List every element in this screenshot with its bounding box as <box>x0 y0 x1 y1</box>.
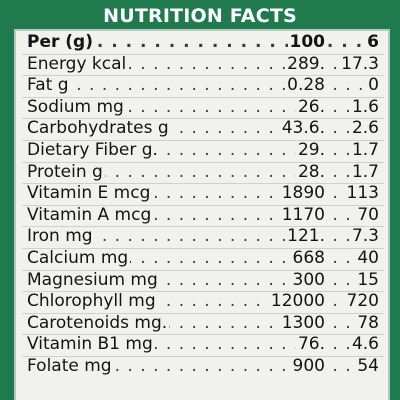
nutrition-row: . . . . . . . . . . . . . . . . . . . . … <box>25 204 381 226</box>
nutrient-label: Fat g <box>25 75 71 97</box>
row-divider <box>22 96 384 98</box>
value-per-100: 76. <box>295 334 327 356</box>
nutrition-row: . . . . . . . . . . . . . . . . . . . . … <box>25 161 381 183</box>
value-per-6: 15 <box>355 269 381 291</box>
value-per-6: 6 <box>365 32 381 53</box>
value-per-6: 113 <box>344 183 381 205</box>
value-per-100: 1300 <box>279 312 327 334</box>
nutrient-label: Energy kcal <box>25 53 129 75</box>
nutrient-label: Dietary Fiber g. <box>25 140 160 161</box>
nutrition-row: . . . . . . . . . . . . . . . . . . . . … <box>25 356 381 377</box>
nutrient-label: Magnesium mg <box>25 269 160 291</box>
value-per-6: 2.6 <box>349 118 381 140</box>
row-divider <box>22 183 384 185</box>
row-divider <box>22 334 384 336</box>
nutrition-table: . . . . . . . . . . . . . . . . . . . . … <box>14 29 390 400</box>
nutrition-row: . . . . . . . . . . . . . . . . . . . . … <box>25 291 381 313</box>
row-divider <box>22 53 384 55</box>
row-divider <box>22 161 384 163</box>
value-per-6: 54 <box>355 356 381 377</box>
row-divider <box>22 140 384 141</box>
nutrition-row: . . . . . . . . . . . . . . . . . . . . … <box>25 226 381 248</box>
nutrition-row: . . . . . . . . . . . . . . . . . . . . … <box>25 96 381 118</box>
value-per-100: 668 <box>290 248 327 269</box>
nutrient-label: Sodium mg <box>25 96 126 118</box>
row-divider <box>22 226 384 228</box>
nutrient-label: Folate mg <box>25 356 114 377</box>
nutrient-label: Vitamin E mcg <box>25 183 153 205</box>
value-per-100: 26. <box>295 96 327 118</box>
row-divider <box>22 312 384 314</box>
nutrition-row: . . . . . . . . . . . . . . . . . . . . … <box>25 269 381 291</box>
nutrient-label: Carbohydrates g <box>25 118 171 140</box>
nutrient-label: Vitamin A mcg <box>25 204 154 226</box>
value-per-100: 100 <box>287 32 327 53</box>
nutrition-header-row: . . . . . . . . . . . . . . . . . . . . … <box>25 32 381 53</box>
value-per-6: 1.7 <box>349 161 381 183</box>
row-divider <box>22 269 384 271</box>
nutrition-row: . . . . . . . . . . . . . . . . . . . . … <box>25 183 381 205</box>
nutrition-row: . . . . . . . . . . . . . . . . . . . . … <box>25 118 381 140</box>
value-per-6: 4.6 <box>349 334 381 356</box>
value-per-6: 1.7 <box>349 140 381 161</box>
value-per-6: 70 <box>355 204 381 226</box>
value-per-100: 28. <box>295 161 327 183</box>
dot-leader: . . . . . . . . . . . . . . . . . . . . … <box>25 75 381 96</box>
value-per-100: 900 <box>290 356 327 377</box>
row-divider <box>22 118 384 120</box>
value-per-100: 1890 <box>279 183 327 205</box>
nutrition-title: NUTRITION FACTS <box>103 5 297 27</box>
nutrition-row: . . . . . . . . . . . . . . . . . . . . … <box>25 75 381 97</box>
value-per-100: 1170 <box>279 204 327 226</box>
value-per-100: 300 <box>290 269 327 291</box>
nutrition-row: . . . . . . . . . . . . . . . . . . . . … <box>25 53 381 75</box>
nutrient-label: Vitamin B1 mg <box>25 334 155 356</box>
row-divider <box>22 356 384 357</box>
value-per-100: 121. <box>285 226 327 248</box>
nutrition-row: . . . . . . . . . . . . . . . . . . . . … <box>25 312 381 334</box>
nutrition-row: . . . . . . . . . . . . . . . . . . . . … <box>25 140 381 161</box>
value-per-6: 720 <box>344 291 381 313</box>
row-divider <box>22 75 384 77</box>
row-divider <box>22 204 384 206</box>
value-per-6: 7.3 <box>349 226 381 248</box>
value-per-6: 0 <box>366 75 381 97</box>
row-divider <box>22 291 384 293</box>
value-per-100: 289. <box>285 53 327 75</box>
value-per-100: 43.6. <box>279 118 327 140</box>
row-divider <box>22 248 384 249</box>
nutrient-label: Chlorophyll mg <box>25 291 158 313</box>
value-per-100: 0.28 <box>285 75 327 97</box>
value-per-6: 78 <box>355 312 381 334</box>
value-per-100: 12000 <box>268 291 327 313</box>
nutrient-label: Protein g <box>25 161 105 183</box>
value-per-6: 17.3 <box>339 53 381 75</box>
nutrient-label: Iron mg <box>25 226 95 248</box>
nutrient-label: Carotenoids mg. <box>25 312 170 334</box>
nutrient-label: Calcium mg <box>25 248 131 269</box>
value-per-6: 40 <box>355 248 381 269</box>
dot-leader: . . . . . . . . . . . . . . . . . . . . … <box>25 161 381 182</box>
value-per-100: 29. <box>295 140 327 161</box>
nutrient-label: Per (g) <box>25 32 95 53</box>
nutrition-row: . . . . . . . . . . . . . . . . . . . . … <box>25 334 381 356</box>
value-per-6: 1.6 <box>349 96 381 118</box>
nutrition-row: . . . . . . . . . . . . . . . . . . . . … <box>25 248 381 269</box>
